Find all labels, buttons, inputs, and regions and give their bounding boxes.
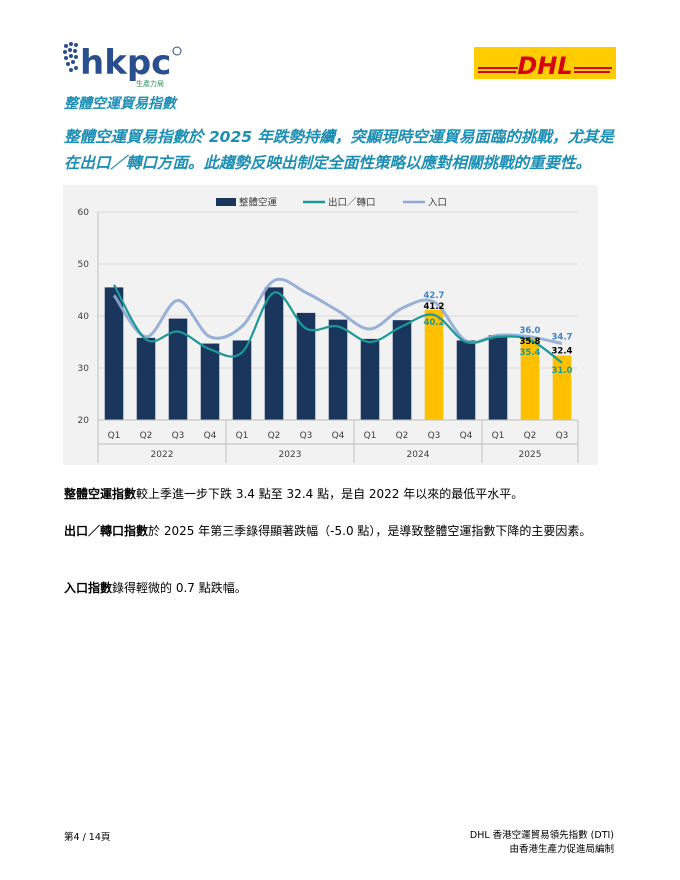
bar-4 [232, 340, 252, 420]
bar-11 [456, 340, 476, 420]
data-label: 34.7 [552, 333, 573, 343]
dhl-logo-text: DHL [517, 52, 572, 79]
x-tick-label: Q4 [460, 431, 473, 441]
paragraph-export: 出口／轉口指數於 2025 年第三季錄得顯著跌幅（-5.0 點），是導致整體空運… [64, 522, 620, 541]
y-tick-label: 30 [78, 364, 90, 374]
trade-index-chart: 42.741.2 40.2 36.035.835.4 34.7 32.4 31.0 20 3… [63, 185, 598, 465]
bar-12 [488, 335, 508, 420]
bar-2 [168, 318, 188, 420]
hkpc-logo-text: hkpc [80, 43, 171, 83]
bar-1 [136, 337, 156, 420]
hkpc-logo: hkpc 生產力局 [63, 42, 182, 88]
x-tick-label: Q1 [236, 431, 249, 441]
dhl-logo: DHL [474, 47, 616, 79]
paragraph-import-bold: 入口指數 [64, 581, 113, 595]
year-label: 2025 [519, 450, 542, 460]
bar-6 [296, 312, 316, 420]
legend-entry-2: 入口 [428, 198, 447, 209]
data-label: 31.0 [552, 366, 573, 376]
page-number: 第4 / 14頁 [64, 832, 111, 843]
year-label: 2022 [151, 450, 174, 460]
x-tick-label: Q3 [556, 431, 569, 441]
x-tick-label: Q1 [364, 431, 377, 441]
export-line [113, 284, 563, 364]
x-tick-label: Q2 [140, 431, 153, 441]
section-subtitle: 整體空運貿易指數 [64, 96, 176, 112]
legend-entry-1: 出口／轉口 [328, 197, 376, 209]
y-tick-label: 40 [78, 312, 90, 322]
x-tick-label: Q3 [300, 431, 313, 441]
footer-report-name: DHL 香港空運貿易領先指數 (DTI) [469, 830, 614, 841]
data-label: 40.2 [424, 318, 445, 328]
paragraph-total-text: 較上季進一步下跌 3.4 點至 32.4 點，是自 2022 年以來的最低平水平… [136, 487, 524, 501]
data-label: 35.8 [520, 337, 541, 347]
x-tick-label: Q3 [172, 431, 185, 441]
bar-9 [392, 320, 412, 420]
footer-compiler: 由香港生產力促進局編制 [509, 844, 614, 855]
year-label: 2024 [407, 450, 430, 460]
paragraph-total-bold: 整體空運指數 [64, 487, 137, 501]
x-tick-label: Q3 [428, 431, 441, 441]
bar-13 [520, 337, 540, 420]
bar-3 [200, 343, 220, 420]
x-tick-label: Q2 [524, 431, 537, 441]
bar-8 [360, 338, 380, 420]
bar-14 [552, 355, 572, 420]
x-tick-label: Q4 [204, 431, 217, 441]
bar-5 [264, 287, 284, 420]
headline: 整體空運貿易指數於 2025 年跌勢持續，突顯現時空運貿易面臨的挑戰，尤其是在出… [64, 128, 614, 172]
y-tick-label: 50 [78, 260, 90, 270]
legend-entry-0: 整體空運 [239, 197, 278, 209]
hkpc-logo-subtext: 生產力局 [136, 79, 164, 88]
data-label: 35.4 [520, 348, 541, 358]
bar-10 [424, 309, 444, 420]
legend-swatch-total [216, 198, 236, 206]
year-label: 2023 [279, 450, 302, 460]
y-tick-label: 20 [78, 416, 90, 426]
footer-credit: DHL 香港空運貿易領先指數 (DTI) 由香港生產力促進局編制 [470, 829, 614, 857]
paragraph-export-text: 於 2025 年第三季錄得顯著跌幅（-5.0 點），是導致整體空運指數下降的主要… [148, 524, 592, 538]
x-tick-label: Q4 [332, 431, 345, 441]
x-tick-label: Q1 [108, 431, 121, 441]
paragraph-import: 入口指數錄得輕微的 0.7 點跌幅。 [64, 579, 620, 598]
paragraph-total: 整體空運指數較上季進一步下跌 3.4 點至 32.4 點，是自 2022 年以來… [64, 485, 620, 504]
x-tick-label: Q2 [396, 431, 409, 441]
x-tick-label: Q1 [492, 431, 505, 441]
data-label: 41.2 [424, 302, 445, 312]
x-tick-label: Q2 [268, 431, 281, 441]
data-label: 32.4 [552, 347, 573, 357]
paragraph-export-bold: 出口／轉口指數 [64, 524, 149, 538]
bar-7 [328, 319, 348, 420]
bar-0 [104, 287, 124, 420]
y-tick-label: 60 [78, 208, 90, 218]
data-label: 36.0 [520, 326, 541, 336]
data-label: 42.7 [424, 291, 445, 301]
paragraph-import-text: 錄得輕微的 0.7 點跌幅。 [112, 581, 247, 595]
